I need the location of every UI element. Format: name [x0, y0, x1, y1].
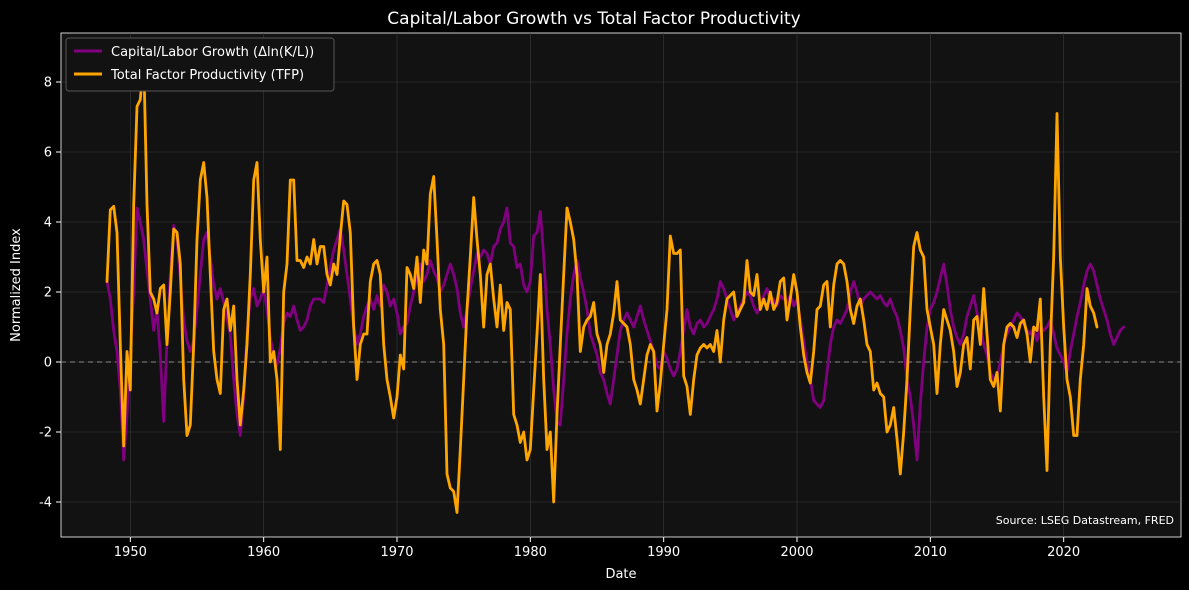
y-tick-label: 8: [44, 76, 52, 91]
y-axis-label: Normalized Index: [9, 228, 24, 342]
y-tick-label: -4: [39, 496, 52, 511]
x-tick-label: 1990: [647, 545, 680, 560]
legend-label-capital-labor: Capital/Labor Growth (Δln(K/L)): [111, 45, 314, 60]
x-tick-label: 2000: [780, 545, 813, 560]
x-tick-label: 1970: [380, 545, 413, 560]
series-group: [105, 56, 1126, 514]
legend: Capital/Labor Growth (Δln(K/L)) Total Fa…: [65, 37, 335, 92]
legend-label-tfp: Total Factor Productivity (TFP): [110, 68, 304, 83]
y-tick-label: 6: [44, 146, 52, 161]
x-tick-label: 2010: [914, 545, 947, 560]
x-axis: 1950 1960 1970 1980 1990 2000 2010 2020: [114, 537, 1080, 560]
x-tick-label: 1950: [114, 545, 147, 560]
y-tick-label: 2: [44, 286, 52, 301]
series-line-tfp: [105, 56, 1099, 514]
plot-area: [60, 32, 1182, 538]
source-note: Source: LSEG Datastream, FRED: [996, 514, 1174, 527]
y-tick-label: -2: [39, 426, 52, 441]
chart-title: Capital/Labor Growth vs Total Factor Pro…: [387, 9, 800, 29]
y-tick-label: 0: [44, 356, 52, 371]
x-axis-label: Date: [605, 567, 636, 582]
x-tick-label: 1960: [247, 545, 280, 560]
x-tick-label: 2020: [1047, 545, 1080, 560]
y-tick-label: 4: [44, 216, 52, 231]
y-axis: -4 -2 0 2 4 6 8: [39, 76, 61, 511]
x-tick-label: 1980: [514, 545, 547, 560]
plot-background: [60, 32, 1182, 538]
legend-box: [65, 37, 335, 92]
